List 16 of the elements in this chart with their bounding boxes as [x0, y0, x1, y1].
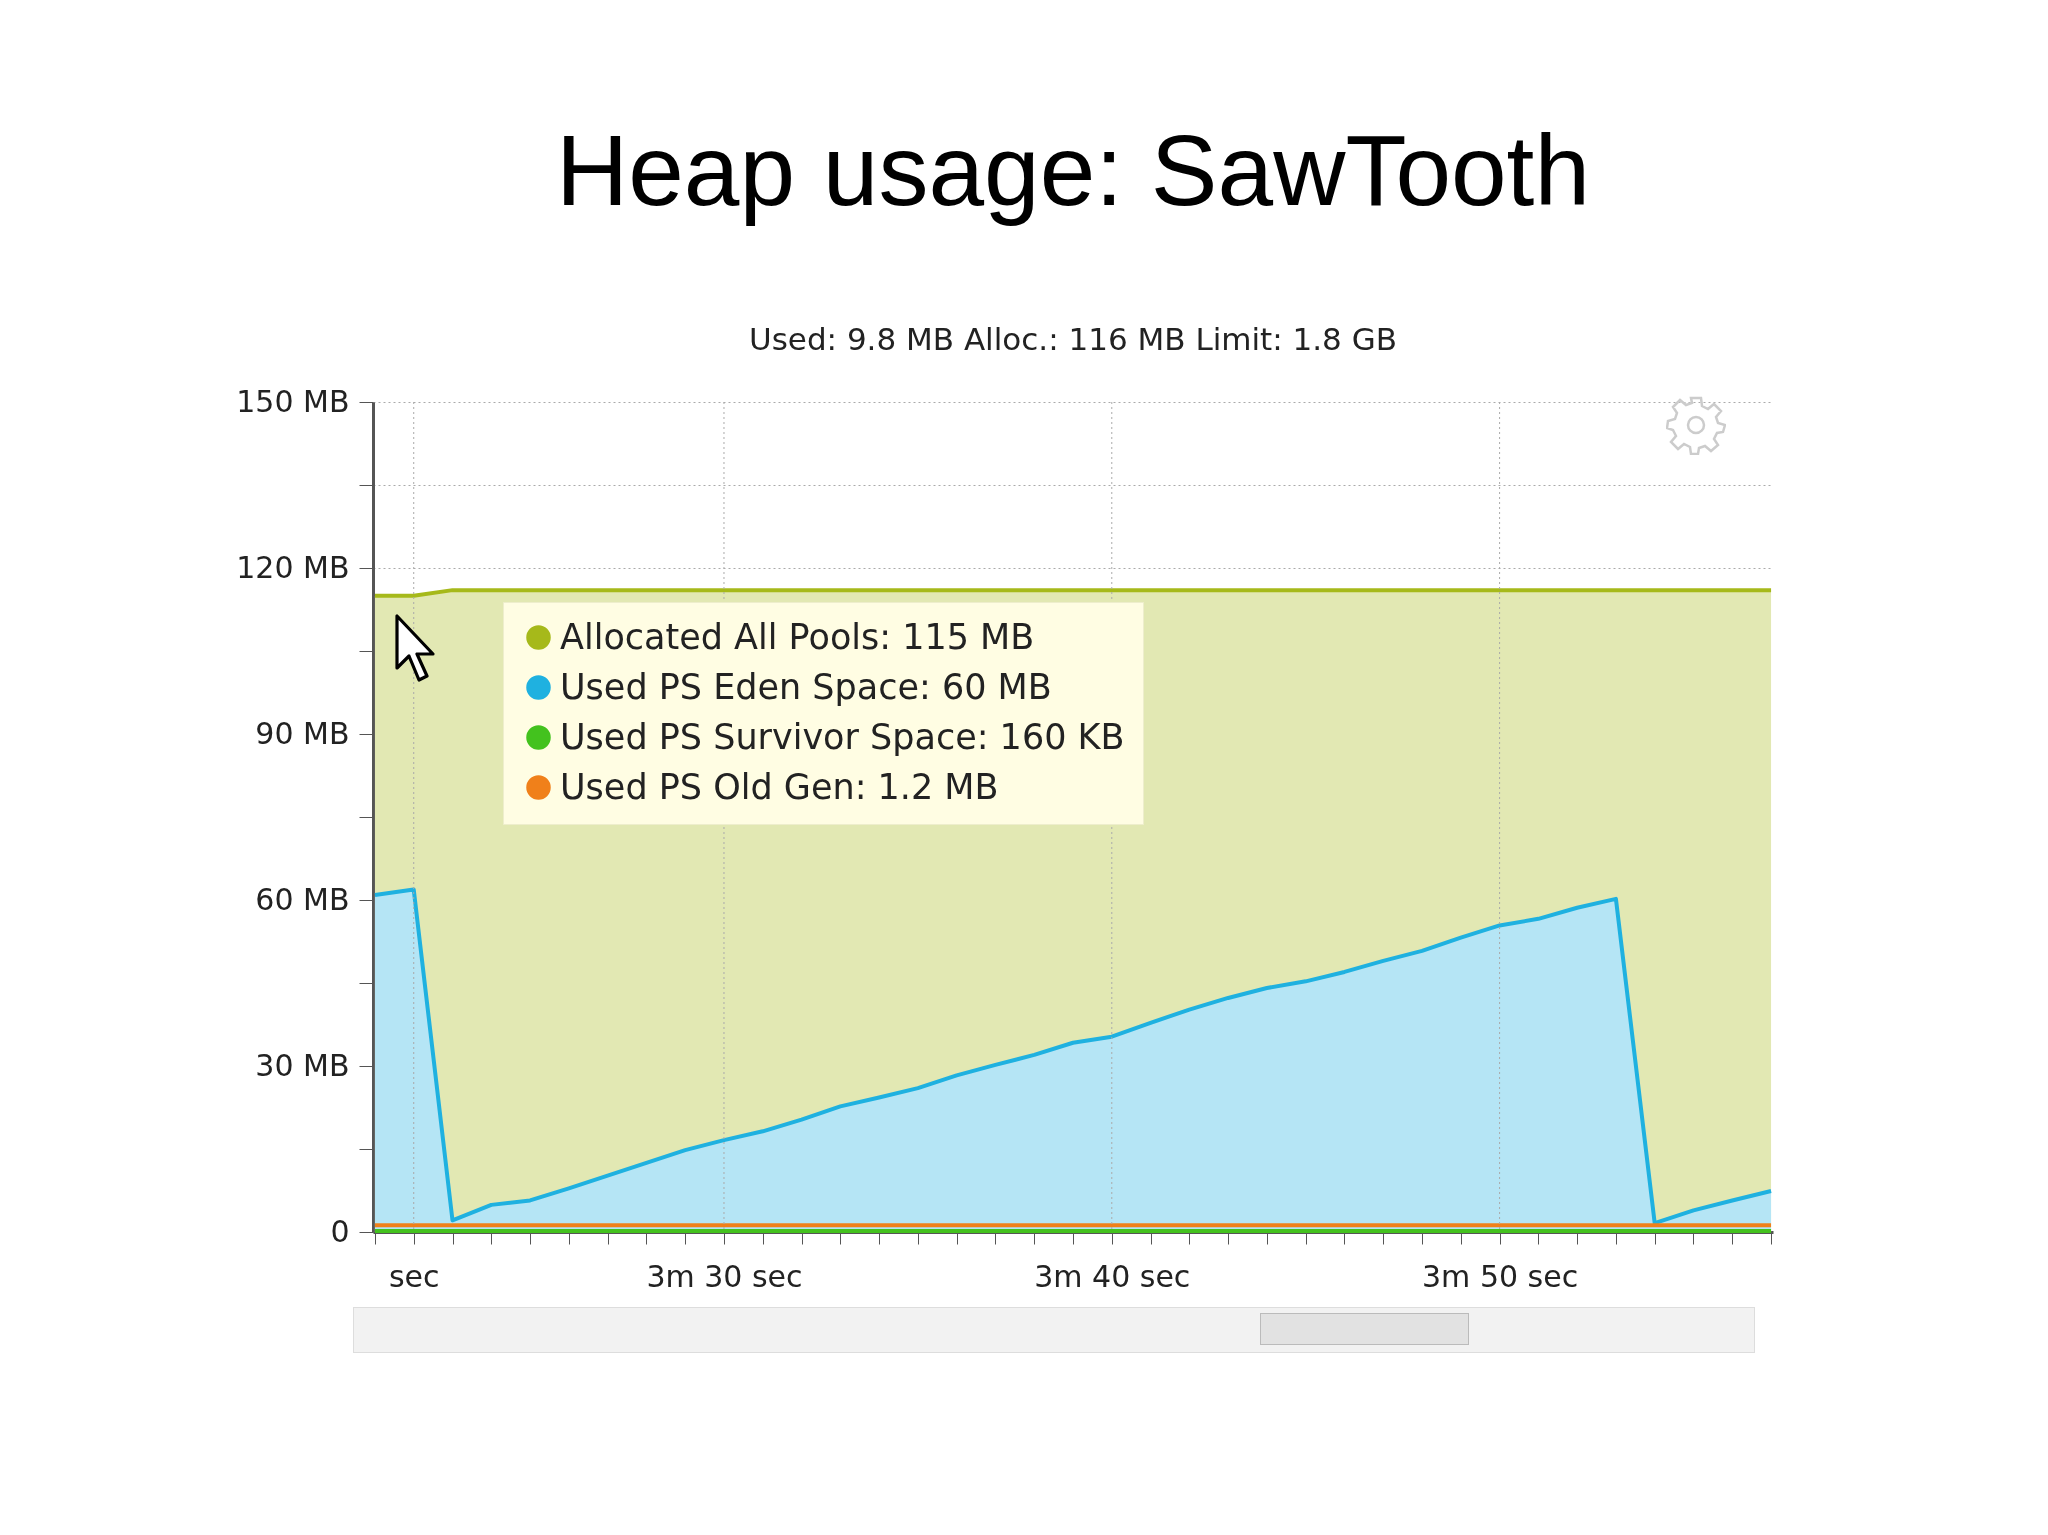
legend-label: Used PS Old Gen: 1.2 MB: [560, 766, 999, 807]
y-tick-label: 0: [330, 1213, 350, 1249]
y-tick-label: 30 MB: [255, 1047, 350, 1083]
legend-label: Used PS Survivor Space: 160 KB: [560, 716, 1125, 757]
x-tick-label: sec: [388, 1258, 440, 1294]
legend-label: Allocated All Pools: 115 MB: [560, 616, 1035, 657]
chart-title: Heap usage: SawTooth: [555, 114, 1591, 226]
y-tick-label: 90 MB: [255, 715, 350, 751]
x-tick-label: 3m 50 sec: [1422, 1258, 1579, 1294]
y-tick-label: 150 MB: [236, 383, 350, 419]
chart-subtitle: Used: 9.8 MB Alloc.: 116 MB Limit: 1.8 GB: [749, 321, 1397, 357]
y-tick-label: 120 MB: [236, 549, 350, 585]
x-tick-label: 3m 40 sec: [1034, 1258, 1191, 1294]
legend-label: Used PS Eden Space: 60 MB: [560, 666, 1052, 707]
x-tick-label: 3m 30 sec: [646, 1258, 803, 1294]
y-tick-label: 60 MB: [255, 881, 350, 917]
